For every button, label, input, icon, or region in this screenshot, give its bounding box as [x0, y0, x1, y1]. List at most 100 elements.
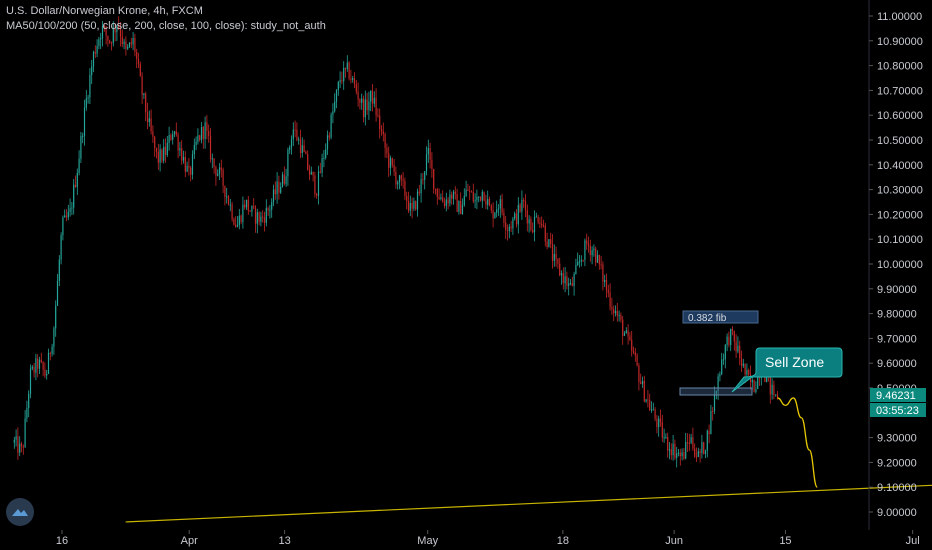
- candle-body: [494, 212, 496, 219]
- candle-body: [445, 199, 447, 206]
- candle-body: [533, 216, 536, 233]
- candle-body: [451, 194, 453, 199]
- candle-body: [112, 28, 114, 43]
- sell-zone-callout[interactable]: [731, 347, 843, 393]
- candle-body: [227, 196, 230, 205]
- candle-body: [688, 442, 690, 444]
- candle-body: [740, 358, 743, 366]
- candle-body: [490, 205, 492, 211]
- candle-body: [335, 90, 338, 102]
- candle-body: [29, 368, 32, 394]
- candle-body: [260, 216, 262, 222]
- candle-body: [24, 418, 26, 447]
- candle-body: [103, 26, 105, 28]
- time-axis[interactable]: 16 Apr 13 May 18 Jun 15 Jul: [56, 530, 920, 547]
- candle-body: [757, 374, 759, 390]
- candle-body: [654, 409, 656, 419]
- candle-body: [271, 202, 273, 210]
- candle-body: [353, 78, 356, 85]
- fib-label: 0.382 fib: [688, 313, 727, 324]
- candle-body: [613, 309, 615, 314]
- candle-body: [19, 443, 21, 453]
- tradingview-logo[interactable]: [6, 498, 34, 526]
- candle-body: [389, 158, 392, 168]
- candle-body: [447, 199, 449, 204]
- candle-body: [713, 393, 716, 412]
- candle-body: [640, 382, 642, 384]
- candle-body: [245, 199, 248, 208]
- candle-body: [478, 196, 480, 198]
- candle-body: [107, 35, 109, 41]
- candle-body: [91, 66, 93, 75]
- candle-body: [422, 179, 424, 181]
- candle-body: [254, 207, 257, 224]
- candle-body: [253, 206, 255, 208]
- candle-body: [555, 253, 557, 259]
- candle-body: [699, 451, 701, 454]
- candle-body: [566, 276, 568, 286]
- candle-body: [294, 129, 296, 131]
- price-tick-label: 10.60000: [877, 110, 923, 122]
- candle-body: [161, 149, 163, 161]
- candle-body: [51, 346, 53, 354]
- candle-body: [497, 208, 500, 210]
- candle-body: [105, 27, 107, 36]
- candle-body: [190, 167, 192, 175]
- price-tick-label: 9.70000: [877, 333, 917, 345]
- candle-body: [175, 131, 177, 135]
- candle-body: [166, 142, 168, 156]
- candle-body: [170, 134, 172, 140]
- candle-body: [469, 190, 471, 192]
- price-axis[interactable]: 11.00000 10.90000 10.80000 10.70000 10.60000…: [869, 11, 923, 519]
- candle-body: [364, 99, 366, 118]
- candle-body: [402, 179, 404, 181]
- candle-body: [317, 171, 320, 196]
- price-tick-label: 11.00000: [877, 11, 922, 23]
- candle-body: [220, 167, 222, 170]
- candle-body: [532, 230, 534, 233]
- candle-body: [638, 365, 640, 383]
- candle-body: [658, 418, 660, 428]
- candle-body: [278, 181, 280, 193]
- candle-body: [321, 158, 323, 173]
- projection-path[interactable]: [777, 397, 818, 488]
- support-trendline[interactable]: [125, 482, 932, 523]
- study-legend: MA50/100/200 (50, close, 200, close, 100…: [6, 20, 326, 32]
- candle-body: [773, 384, 775, 395]
- candle-body: [582, 259, 584, 261]
- candle-body: [323, 157, 325, 159]
- candle-body: [267, 207, 269, 211]
- candle-body: [299, 139, 302, 154]
- candle-body: [611, 307, 613, 310]
- fib-box[interactable]: [682, 310, 759, 324]
- candle-body: [584, 240, 586, 260]
- candle-body: [519, 204, 521, 212]
- candle-body: [733, 331, 735, 342]
- candle-body: [607, 290, 609, 293]
- candle-body: [634, 352, 636, 356]
- candle-body: [730, 328, 732, 345]
- candle-body: [632, 350, 635, 353]
- candle-body: [310, 171, 312, 175]
- candle-body: [38, 359, 41, 369]
- candle-body: [283, 174, 285, 184]
- candle-body: [114, 28, 116, 33]
- candle-body: [357, 91, 359, 100]
- candle-body: [370, 90, 372, 102]
- candle-body: [501, 199, 503, 213]
- candle-body: [704, 450, 707, 454]
- candle-body: [116, 26, 118, 33]
- candle-body: [539, 222, 541, 224]
- candle-body: [236, 225, 239, 227]
- candle-body: [618, 315, 620, 317]
- candle-body: [361, 98, 363, 103]
- candle-body: [132, 38, 134, 45]
- candle-body: [645, 399, 647, 402]
- candle-body: [683, 452, 685, 459]
- sell-zone-box[interactable]: [679, 387, 753, 396]
- candle-body: [562, 273, 564, 284]
- candle-body: [508, 226, 510, 231]
- price-tick-label: 10.90000: [877, 36, 923, 48]
- time-tick-label: 13: [278, 535, 290, 547]
